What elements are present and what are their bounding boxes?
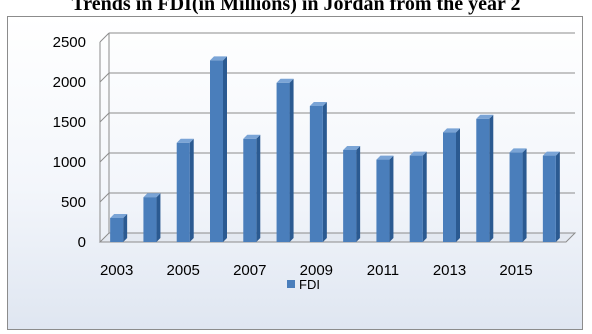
x-tick-label: 2007 bbox=[233, 262, 266, 279]
bar-front bbox=[143, 197, 157, 242]
chart-title: Trends in FDI(in Millions) in Jordan fro… bbox=[71, 0, 521, 15]
bar-top bbox=[409, 151, 427, 156]
bar-top bbox=[210, 56, 227, 61]
bar-top bbox=[509, 148, 527, 153]
bar bbox=[309, 102, 327, 242]
bar-top bbox=[176, 138, 194, 143]
bar-top bbox=[476, 114, 494, 119]
bar bbox=[509, 148, 527, 242]
bar-top bbox=[276, 78, 294, 83]
legend: FDI bbox=[287, 277, 320, 292]
x-axis-ticks: 2003 2005 2007 2009 2011 2013 2015 bbox=[100, 262, 533, 279]
bar-top bbox=[309, 102, 327, 106]
bar-side bbox=[489, 114, 494, 242]
gridline-side bbox=[99, 192, 110, 203]
bar bbox=[276, 78, 294, 242]
legend-label: FDI bbox=[299, 277, 320, 292]
bar-top bbox=[376, 155, 394, 160]
bar-front bbox=[542, 155, 556, 242]
y-axis-ticks: 0 500 1000 1500 2000 2500 bbox=[53, 34, 86, 251]
bar-front bbox=[509, 152, 523, 242]
bar-front bbox=[309, 106, 323, 242]
bar-front bbox=[476, 118, 490, 242]
gridline-side bbox=[99, 112, 110, 123]
bar-front bbox=[276, 82, 290, 242]
bar-top bbox=[243, 134, 261, 139]
y-tick-label: 500 bbox=[61, 194, 86, 211]
bar-side bbox=[322, 102, 327, 242]
bar-side bbox=[555, 151, 560, 242]
bar-front bbox=[376, 159, 390, 242]
bar-front bbox=[343, 150, 357, 242]
bars bbox=[110, 56, 560, 243]
bar-side bbox=[356, 146, 361, 242]
bar bbox=[243, 134, 261, 242]
axes bbox=[98, 33, 577, 243]
bar-side bbox=[123, 214, 128, 242]
x-tick-label: 2009 bbox=[300, 262, 333, 279]
bar-side bbox=[522, 148, 527, 242]
bar-side bbox=[189, 138, 194, 242]
bar-top bbox=[443, 128, 460, 133]
bar-side bbox=[389, 155, 394, 242]
bar-top bbox=[110, 214, 128, 218]
gridline-side bbox=[99, 152, 110, 163]
y-tick-label: 1500 bbox=[53, 114, 86, 131]
bar-side bbox=[223, 56, 227, 243]
bar-front bbox=[409, 155, 423, 242]
bar-side bbox=[289, 78, 294, 242]
bar bbox=[409, 151, 427, 242]
gridline-side bbox=[99, 72, 110, 83]
bar bbox=[376, 155, 394, 242]
bar bbox=[176, 138, 194, 242]
bar-top bbox=[343, 146, 361, 150]
bar-front bbox=[110, 218, 124, 242]
x-tick-label: 2003 bbox=[100, 262, 133, 279]
bar-side bbox=[156, 193, 161, 242]
bar-front bbox=[243, 138, 257, 242]
y-tick-label: 0 bbox=[78, 234, 86, 251]
x-tick-label: 2005 bbox=[167, 262, 200, 279]
bar bbox=[210, 56, 227, 243]
bar-side bbox=[256, 134, 261, 242]
x-tick-label: 2011 bbox=[367, 262, 399, 279]
x-tick-label: 2015 bbox=[499, 262, 532, 279]
y-tick-label: 2000 bbox=[53, 74, 86, 91]
y-tick-label: 1000 bbox=[53, 154, 86, 171]
legend-swatch bbox=[287, 280, 295, 288]
gridlines bbox=[99, 32, 575, 203]
bar bbox=[542, 151, 560, 242]
bar-side bbox=[456, 128, 460, 242]
bar bbox=[443, 128, 460, 242]
bar-front bbox=[443, 132, 456, 242]
gridline-side bbox=[99, 32, 110, 43]
bar-side bbox=[422, 151, 427, 242]
chart-floor bbox=[98, 232, 577, 243]
y-tick-label: 2500 bbox=[53, 34, 86, 51]
bar bbox=[110, 214, 128, 242]
bar bbox=[143, 193, 161, 242]
bar bbox=[343, 146, 361, 242]
bar-front bbox=[210, 60, 223, 243]
bar-top bbox=[143, 193, 161, 198]
bar-top bbox=[542, 151, 560, 156]
bar-front bbox=[176, 142, 190, 242]
x-tick-label: 2013 bbox=[433, 262, 466, 279]
bar bbox=[476, 114, 494, 242]
